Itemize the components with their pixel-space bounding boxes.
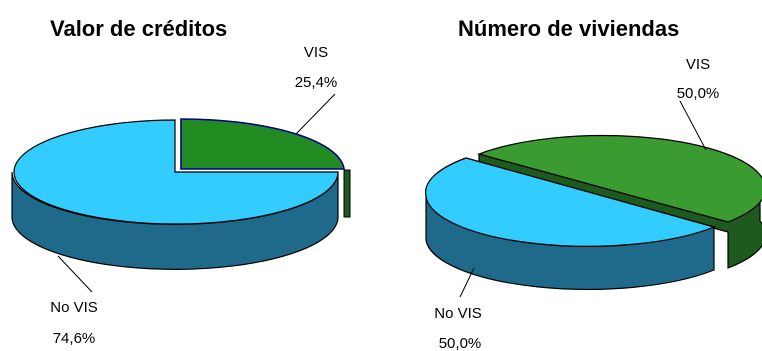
leader-line-vis [679, 100, 707, 151]
pie-chart-numero-viviendas: Número de viviendas VIS 50,0% No VIS 50,… [425, 16, 762, 351]
pie-slice-vis [180, 118, 351, 218]
leader-line-vis [295, 93, 336, 135]
label-no-vis: No VIS [434, 305, 482, 322]
label-vis: VIS [686, 56, 710, 73]
label-vis-value: 25,4% [295, 74, 338, 91]
pie-chart-valor-creditos: Valor de créditos VIS 25,4% No VIS 74,6% [11, 16, 351, 347]
label-vis-value: 50,0% [677, 85, 720, 102]
pie-slice-no-vis-top-fill [425, 157, 716, 247]
chart-title: Número de viviendas [458, 16, 679, 41]
label-vis: VIS [304, 44, 328, 61]
label-no-vis: No VIS [50, 299, 98, 316]
pie-slice-no-vis-top [13, 119, 339, 225]
label-no-vis-value: 74,6% [53, 330, 96, 347]
pie-slice-no-vis [425, 157, 716, 290]
label-no-vis-value: 50,0% [439, 335, 482, 351]
leader-line-no-vis [57, 255, 93, 293]
pie-slice-vis-side [343, 169, 351, 218]
pie-slice-vis-top [477, 134, 762, 223]
pie-slice-no-vis [11, 119, 339, 270]
leader-line-no-vis [459, 267, 475, 298]
chart-title: Valor de créditos [50, 16, 227, 41]
pie-slice-vis-top [180, 118, 345, 170]
